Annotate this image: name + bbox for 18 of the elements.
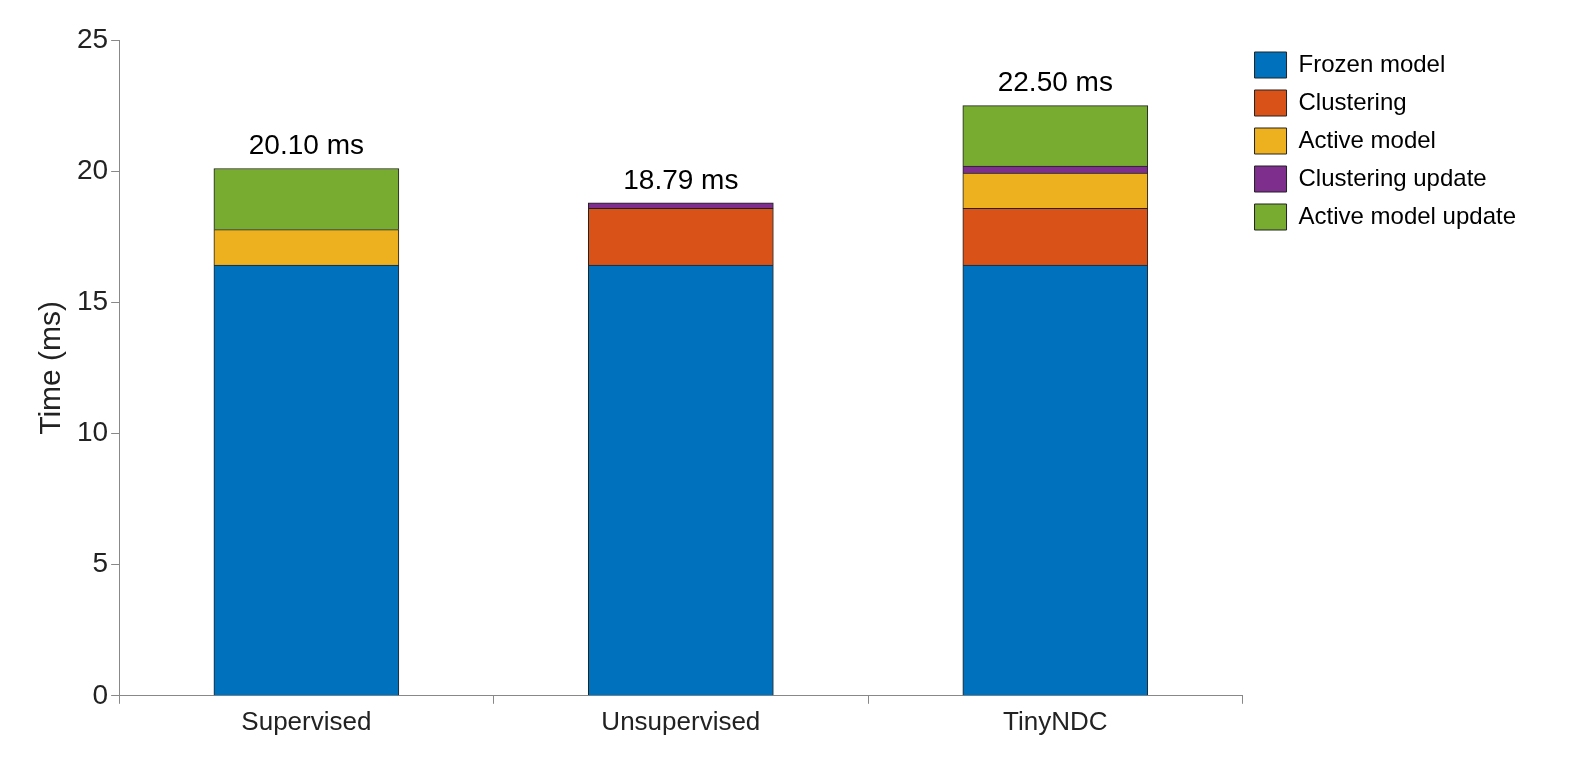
y-axis-title: Time (ms)	[33, 300, 67, 435]
y-tick-label: 25	[76, 22, 109, 54]
total-label: 22.50 ms	[997, 66, 1113, 98]
legend-label: Active model update	[1298, 201, 1516, 229]
total-label: 18.79 ms	[623, 163, 739, 195]
y-tick-label: 20	[76, 153, 109, 185]
legend-label: Clustering update	[1298, 163, 1487, 191]
y-tick-label: 10	[76, 416, 109, 448]
y-tick-label: 0	[92, 678, 109, 710]
legend-label: Active model	[1298, 125, 1436, 153]
x-tick-label: TinyNDC	[1003, 705, 1108, 736]
x-tick-label: Unsupervised	[601, 705, 761, 736]
legend-label: Clustering	[1298, 87, 1407, 115]
y-tick-label: 15	[76, 285, 109, 317]
legend-label: Frozen model	[1298, 49, 1446, 77]
x-tick-label: Supervised	[241, 705, 372, 736]
total-label: 20.10 ms	[248, 129, 364, 161]
y-tick-label: 5	[92, 547, 109, 579]
